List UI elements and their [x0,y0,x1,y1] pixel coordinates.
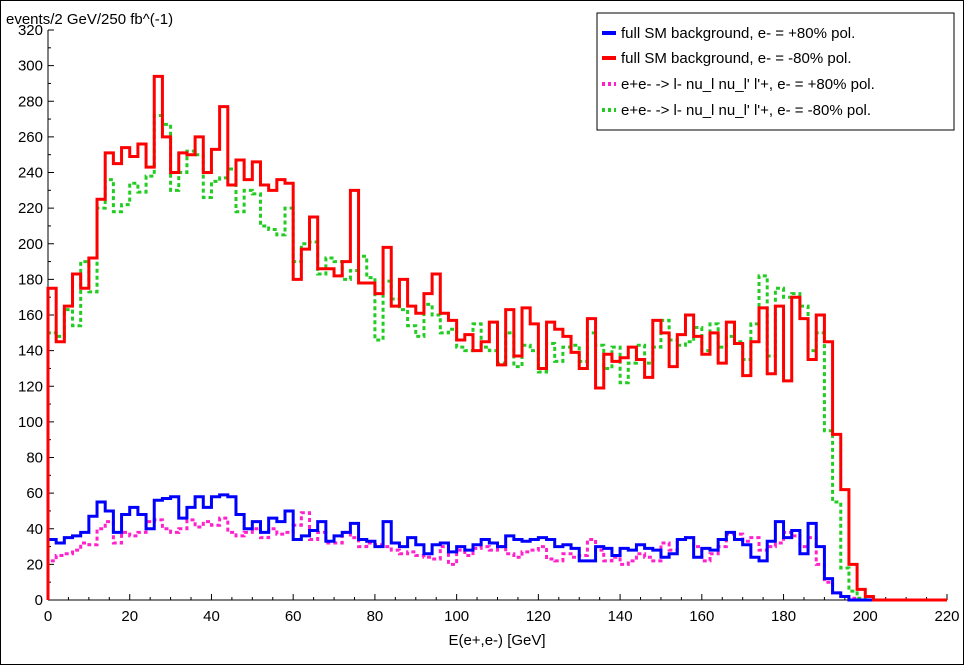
x-tick-label: 120 [526,608,551,625]
y-tick-label: 40 [26,521,43,538]
x-axis-title: E(e+,e-) [GeV] [448,632,545,649]
y-axis-title: events/2 GeV/250 fb^(-1) [6,11,173,28]
y-tick-label: 240 [18,165,43,182]
legend-box [596,12,955,131]
series-layer [46,74,947,602]
x-tick-label: 20 [121,608,138,625]
legend-label: e+e- -> l- nu_l nu_l' l'+, e- = -80% pol… [621,102,871,119]
y-tick-label: 300 [18,58,43,75]
x-tick-label: 80 [367,608,384,625]
x-tick-label: 140 [608,608,633,625]
series-line-3 [46,114,947,602]
x-ticks: 0 20 40 60 80 100 120 140 160 180 200 220 [44,594,960,625]
y-tick-label: 280 [18,93,43,110]
y-tick-label: 200 [18,236,43,253]
legend: full SM background, e- = +80% pol. full … [596,12,955,131]
y-tick-label: 60 [26,485,43,502]
y-tick-label: 20 [26,556,43,573]
y-ticks: 0 20 40 60 80 100 120 140 160 180 200 220 240 260 280 3… [18,22,54,609]
legend-label: full SM background, e- = +80% pol. [621,25,855,42]
x-tick-label: 40 [203,608,220,625]
y-tick-label: 180 [18,271,43,288]
series-line-2 [46,511,947,602]
y-tick-label: 220 [18,200,43,217]
series-line-0 [46,493,947,602]
y-tick-label: 140 [18,343,43,360]
y-tick-label: 80 [26,450,43,467]
legend-entry: full SM background, e- = +80% pol. [602,25,855,42]
legend-label: e+e- -> l- nu_l nu_l' l'+, e- = +80% pol… [621,76,875,93]
y-tick-label: 320 [18,22,43,39]
x-tick-label: 60 [285,608,302,625]
x-tick-label: 220 [934,608,959,625]
y-tick-label: 160 [18,307,43,324]
x-tick-label: 100 [444,608,469,625]
x-tick-label: 0 [44,608,52,625]
series-line-1 [46,74,947,602]
y-tick-label: 120 [18,378,43,395]
y-tick-label: 260 [18,129,43,146]
legend-entry: e+e- -> l- nu_l nu_l' l'+, e- = -80% pol… [602,102,871,119]
legend-label: full SM background, e- = -80% pol. [621,50,852,67]
y-tick-label: 0 [35,592,43,609]
x-tick-label: 160 [689,608,714,625]
legend-entry: e+e- -> l- nu_l nu_l' l'+, e- = +80% pol… [602,76,875,93]
x-tick-label: 200 [853,608,878,625]
x-tick-label: 180 [771,608,796,625]
y-tick-label: 100 [18,414,43,431]
legend-entry: full SM background, e- = -80% pol. [602,50,852,67]
